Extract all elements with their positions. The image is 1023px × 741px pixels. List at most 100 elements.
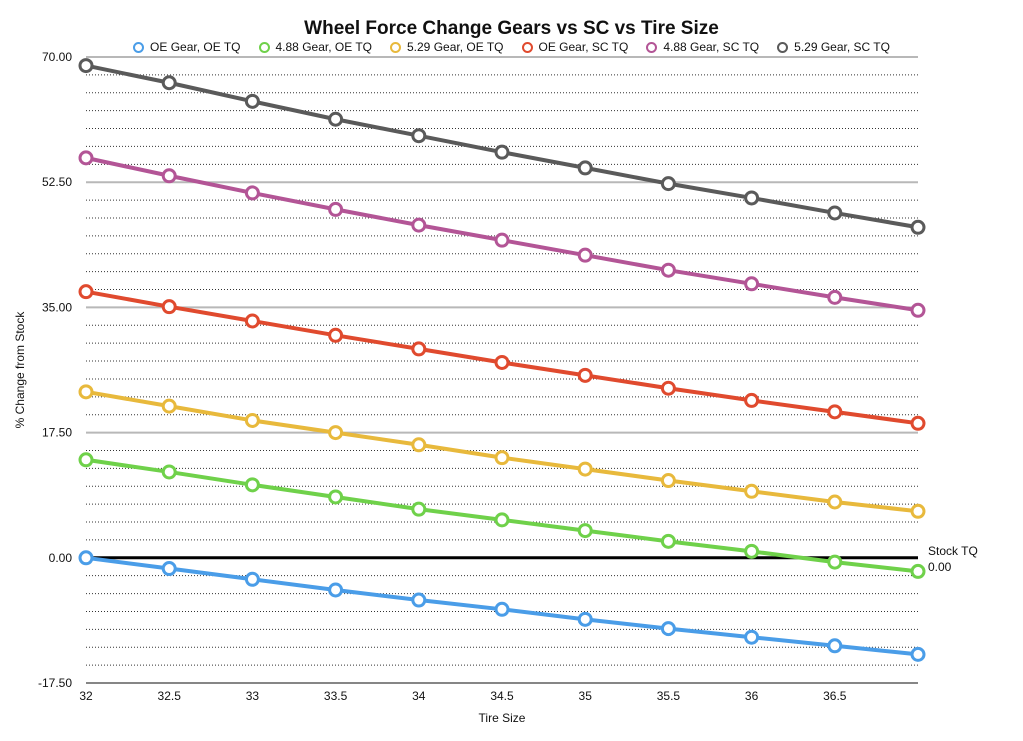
data-point (660, 380, 676, 396)
data-point (328, 425, 344, 441)
legend-marker (133, 41, 145, 53)
chart-title: Wheel Force Change Gears vs SC vs Tire S… (304, 18, 719, 39)
data-point (411, 501, 427, 517)
data-point (494, 232, 510, 248)
data-point (660, 533, 676, 549)
legend-item: 4.88 Gear, OE TQ (258, 40, 373, 54)
data-point (577, 523, 593, 539)
data-point (577, 461, 593, 477)
data-point (411, 217, 427, 233)
data-point (660, 176, 676, 192)
data-point (411, 341, 427, 357)
data-point (660, 262, 676, 278)
legend-marker (777, 41, 789, 53)
data-point (494, 601, 510, 617)
data-point (328, 201, 344, 217)
data-point (910, 563, 926, 579)
legend-marker (646, 41, 658, 53)
x-tick-label: 34 (412, 689, 426, 703)
legend-label: 4.88 Gear, SC TQ (663, 40, 760, 54)
data-point (910, 415, 926, 431)
x-tick-label: 34.5 (490, 689, 514, 703)
x-tick-label: 36.5 (823, 689, 847, 703)
x-tick-label: 32.5 (158, 689, 182, 703)
data-point (494, 144, 510, 160)
data-point (827, 404, 843, 420)
data-point (161, 299, 177, 315)
data-point (78, 550, 94, 566)
legend-marker (521, 41, 533, 53)
legend-label: 5.29 Gear, SC TQ (794, 40, 890, 54)
data-point (244, 477, 260, 493)
data-point (411, 128, 427, 144)
data-point (744, 276, 760, 292)
legend-label: OE Gear, SC TQ (538, 40, 629, 54)
data-point (328, 582, 344, 598)
data-point (577, 160, 593, 176)
y-axis-title: % Change from Stock (13, 311, 27, 429)
x-tick-label: 35 (579, 689, 593, 703)
y-tick-label: 35.00 (42, 300, 72, 314)
data-point (910, 503, 926, 519)
legend-marker (258, 41, 270, 53)
data-point (411, 437, 427, 453)
data-point (827, 494, 843, 510)
data-point (494, 354, 510, 370)
data-point (577, 611, 593, 627)
data-point (244, 412, 260, 428)
data-point (494, 512, 510, 528)
data-point (78, 384, 94, 400)
data-point (827, 554, 843, 570)
data-point (244, 571, 260, 587)
y-tick-label: -17.50 (38, 676, 72, 690)
data-point (910, 219, 926, 235)
data-point (78, 150, 94, 166)
data-point (328, 489, 344, 505)
data-point (244, 185, 260, 201)
legend-item: OE Gear, OE TQ (133, 40, 241, 54)
legend-item: OE Gear, SC TQ (521, 40, 629, 54)
data-point (161, 168, 177, 184)
data-point (161, 464, 177, 480)
data-point (244, 313, 260, 329)
reference-line-label: Stock TQ (928, 544, 978, 558)
x-axis-title: Tire Size (479, 711, 526, 725)
data-point (744, 483, 760, 499)
data-point (827, 205, 843, 221)
data-point (910, 302, 926, 318)
y-tick-label: 70.00 (42, 50, 72, 64)
x-tick-label: 36 (745, 689, 759, 703)
data-point (411, 592, 427, 608)
x-tick-label: 32 (79, 689, 93, 703)
y-tick-label: 17.50 (42, 426, 72, 440)
data-point (161, 561, 177, 577)
data-point (161, 398, 177, 414)
data-point (827, 289, 843, 305)
data-point (577, 367, 593, 383)
legend-item: 5.29 Gear, SC TQ (777, 40, 890, 54)
data-point (78, 284, 94, 300)
data-point (744, 629, 760, 645)
data-point (660, 621, 676, 637)
data-point (328, 327, 344, 343)
y-tick-label: 52.50 (42, 175, 72, 189)
legend-item: 4.88 Gear, SC TQ (646, 40, 759, 54)
data-point (78, 452, 94, 468)
data-point (827, 638, 843, 654)
legend-label: 5.29 Gear, OE TQ (407, 40, 504, 54)
legend: OE Gear, OE TQ 4.88 Gear, OE TQ 5.29 Gear,… (0, 40, 1023, 54)
data-point (744, 190, 760, 206)
data-point (744, 543, 760, 559)
data-point (910, 646, 926, 662)
legend-label: 4.88 Gear, OE TQ (275, 40, 373, 54)
legend-label: OE Gear, OE TQ (150, 40, 241, 54)
data-point (78, 58, 94, 74)
data-point (161, 75, 177, 91)
data-point (328, 111, 344, 127)
x-tick-label: 35.5 (657, 689, 681, 703)
legend-marker (390, 41, 401, 53)
legend-item: 5.29 Gear, OE TQ (390, 40, 504, 54)
data-point (660, 473, 676, 489)
reference-line-value: 0.00 (928, 560, 952, 574)
